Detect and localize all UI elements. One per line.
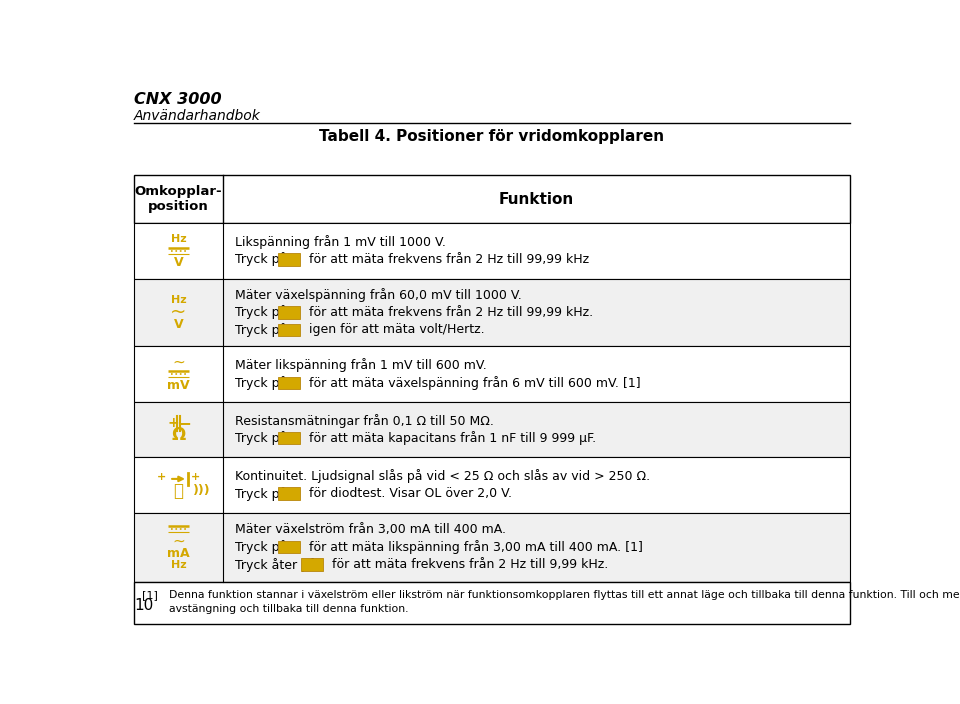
Bar (134, 513, 850, 582)
Bar (278, 306, 300, 318)
Text: mA: mA (167, 547, 190, 560)
Text: +: + (156, 472, 166, 482)
Text: 10: 10 (134, 598, 154, 612)
Text: för att mäta frekvens från 2 Hz till 99,99 kHz: för att mäta frekvens från 2 Hz till 99,… (304, 253, 588, 266)
Text: Tryck på: Tryck på (234, 486, 291, 501)
Text: Mäter växelspänning från 60,0 mV till 1000 V.: Mäter växelspänning från 60,0 mV till 10… (234, 288, 521, 302)
Text: Mäter växelström från 3,00 mA till 400 mA.: Mäter växelström från 3,00 mA till 400 m… (234, 524, 506, 536)
Text: Hz: Hz (171, 296, 186, 306)
Text: ~: ~ (170, 303, 186, 322)
Text: Tryck på: Tryck på (234, 306, 291, 320)
Text: Resistansmätningar från 0,1 Ω till 50 MΩ.: Resistansmätningar från 0,1 Ω till 50 MΩ… (234, 414, 493, 428)
Bar (134, 175, 850, 223)
Text: Hz: Hz (171, 560, 186, 570)
Text: mV: mV (167, 379, 190, 392)
Text: CNX 3000: CNX 3000 (134, 92, 222, 107)
Text: Mäter likspänning från 1 mV till 600 mV.: Mäter likspänning från 1 mV till 600 mV. (234, 358, 487, 372)
Text: Tryck på: Tryck på (234, 376, 291, 389)
Bar (134, 402, 850, 457)
Text: +: + (191, 472, 201, 482)
Text: Tabell 4. Positioner för vridomkopplaren: Tabell 4. Positioner för vridomkopplaren (320, 129, 664, 144)
Bar (278, 432, 300, 444)
Text: −: − (177, 415, 191, 432)
Bar (301, 558, 323, 571)
Bar (134, 457, 850, 513)
Text: Denna funktion stannar i växelström eller likström när funktionsomkopplaren flyt: Denna funktion stannar i växelström elle… (169, 589, 960, 600)
Text: V: V (174, 256, 183, 269)
Text: Användarhandbok: Användarhandbok (134, 109, 261, 123)
Text: för att mäta frekvens från 2 Hz till 99,99 kHz.: för att mäta frekvens från 2 Hz till 99,… (304, 306, 592, 319)
Text: +: + (167, 417, 179, 430)
Text: för att mäta växelspänning från 6 mV till 600 mV. [1]: för att mäta växelspänning från 6 mV til… (304, 376, 640, 389)
Text: igen för att mäta volt/Hertz.: igen för att mäta volt/Hertz. (304, 323, 484, 337)
Text: Tryck på: Tryck på (234, 253, 291, 266)
Bar (278, 324, 300, 336)
Text: avstängning och tillbaka till denna funktion.: avstängning och tillbaka till denna funk… (169, 604, 408, 614)
Text: Kontinuitet. Ljudsignal slås på vid < 25 Ω och slås av vid > 250 Ω.: Kontinuitet. Ljudsignal slås på vid < 25… (234, 470, 650, 483)
Text: Hz: Hz (171, 234, 186, 244)
Bar (134, 279, 850, 346)
Text: för att mäta frekvens från 2 Hz till 9,99 kHz.: för att mäta frekvens från 2 Hz till 9,9… (327, 558, 608, 571)
Text: för diodtest. Visar OL över 2,0 V.: för diodtest. Visar OL över 2,0 V. (304, 487, 512, 500)
Text: för att mäta likspänning från 3,00 mA till 400 mA. [1]: för att mäta likspänning från 3,00 mA ti… (304, 540, 642, 554)
Bar (134, 346, 850, 402)
Text: [1]: [1] (142, 589, 157, 600)
Bar (134, 582, 850, 624)
Bar (134, 223, 850, 279)
Text: Ω: Ω (172, 427, 185, 444)
Text: ⧖: ⧖ (174, 482, 183, 500)
Bar (278, 541, 300, 553)
Text: Funktion: Funktion (499, 191, 574, 207)
Text: Tryck på: Tryck på (234, 322, 291, 337)
Bar (278, 377, 300, 389)
Text: Tryck åter på: Tryck åter på (234, 558, 321, 572)
Text: ~: ~ (172, 355, 185, 370)
Text: V: V (174, 318, 183, 331)
Bar (278, 253, 300, 265)
Text: Tryck på: Tryck på (234, 431, 291, 445)
Text: Omkopplar-
position: Omkopplar- position (134, 185, 223, 213)
Bar (278, 487, 300, 500)
Text: ~: ~ (172, 534, 185, 549)
Text: ))): ))) (192, 484, 210, 497)
Text: Tryck på: Tryck på (234, 540, 291, 554)
Text: för att mäta kapacitans från 1 nF till 9 999 μF.: för att mäta kapacitans från 1 nF till 9… (304, 431, 596, 445)
Text: Likspänning från 1 mV till 1000 V.: Likspänning från 1 mV till 1000 V. (234, 235, 445, 249)
